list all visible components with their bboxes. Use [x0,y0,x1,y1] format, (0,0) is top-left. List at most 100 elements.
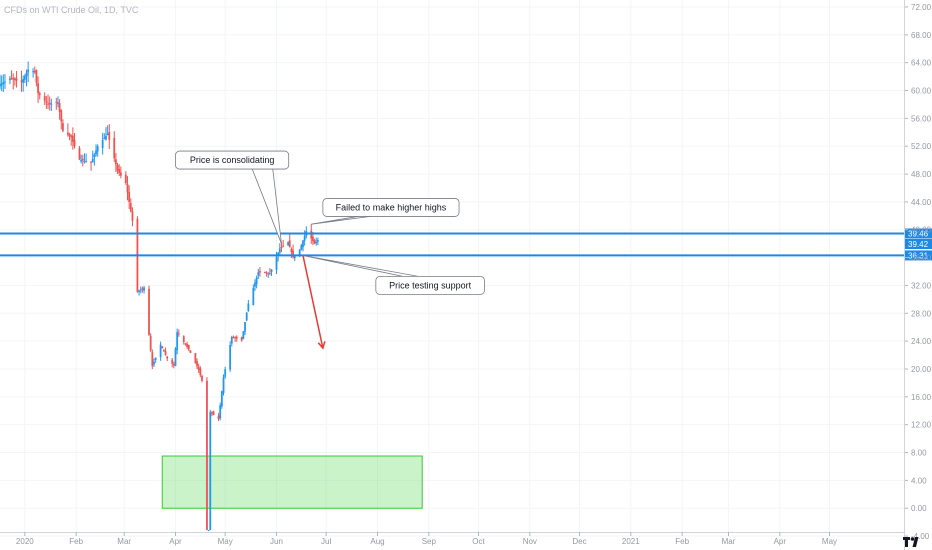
candle-body [22,79,25,83]
candle-body [151,352,154,367]
candle-body [50,103,53,105]
candle-body [176,332,179,350]
candle-body [234,337,237,339]
candle-body [118,168,121,174]
candle-body [240,337,243,341]
candle-body [199,368,202,376]
candle-body [255,277,258,285]
candle-body [275,256,278,270]
candle-body [177,333,180,335]
x-tick-label: Jul [321,537,331,546]
candle-body [224,369,227,377]
y-tick-label: 16.00 [911,393,932,402]
candle-body [245,312,248,321]
candle-body [280,247,283,249]
candle-body [270,269,273,272]
tradingview-logo [903,537,919,547]
candle-body [166,356,169,359]
candle-body [58,103,61,112]
candle-body [313,239,316,244]
y-tick-label: 68.00 [911,31,932,40]
candle-body [171,359,174,364]
candle-body [194,353,197,363]
candle-body [222,377,225,393]
candle-body [254,282,256,287]
callout-0[interactable]: Price is consolidating [175,150,290,244]
x-tick-label: May [218,537,233,546]
candle-body [153,361,155,365]
y-tick-label: 20.00 [911,365,932,374]
price-badge-label: 39.46 [908,230,929,239]
y-tick-label: 72.00 [911,3,932,12]
candle-body [290,248,293,253]
forecast-arrow-shaft [302,255,324,349]
y-tick-label: 56.00 [911,114,932,123]
y-tick-label: 40.00 [911,226,932,235]
callout-2[interactable]: Price testing support [302,255,485,295]
candle-body [139,289,142,291]
candle-body [129,203,132,212]
candle-body [38,93,41,96]
candle-body [33,71,36,73]
candle-body [114,159,117,165]
candle-body [277,252,280,256]
candle-body [149,335,152,351]
chart-title: CFDs on WTI Crude Oil, 1D, TVC [4,5,139,15]
x-tick-label: May [822,537,837,546]
candle-body [207,530,210,531]
candle-body [62,123,64,131]
candle-body [197,366,200,370]
candle-body [14,78,16,81]
candle-body [66,132,69,135]
callout-annotations[interactable]: Price is consolidating Failed to make hig… [175,150,485,295]
candle-body [108,132,111,140]
candle-body [292,250,294,257]
candle-body [259,271,261,273]
candle-body [12,78,15,80]
support-zone [161,455,423,509]
x-tick-label: Oct [472,537,485,546]
x-tick-label: Feb [69,537,83,546]
candle-body [96,146,99,152]
candle-body [32,71,35,73]
candle-body [90,161,92,163]
y-tick-label: 32.00 [911,281,932,290]
price-badge-label: 39.42 [908,240,929,249]
price-badge [905,228,932,239]
y-tick-label: 52.00 [911,142,932,151]
candle-body [20,80,23,83]
candle-body [119,172,122,176]
x-tick-label: 2020 [16,537,34,546]
candle-body [101,139,104,149]
support-zone-box [161,455,423,509]
candle-body [73,139,76,147]
candle-body [264,272,266,274]
candle-body [47,103,49,105]
candle-body [4,81,6,83]
y-tick-label: 60.00 [911,87,932,96]
candle-body [187,344,190,350]
callout-text: Failed to make higher highs [336,202,447,212]
y-tick-label: 44.00 [911,198,932,207]
candle-body [211,412,213,414]
x-tick-label: Aug [370,537,384,546]
x-tick-label: Sep [422,537,437,546]
candle-body [159,344,162,358]
candle-body [315,241,318,243]
callout-text: Price testing support [389,280,472,290]
candle-body [93,154,96,158]
candle-body [212,411,215,415]
candle-body [265,272,268,274]
candle-body [106,133,109,135]
candle-series [0,61,319,531]
callout-1[interactable]: Failed to make higher highs [311,198,460,225]
candle-body [131,211,134,221]
time-axis[interactable]: 2020 Feb Mar Apr May Jun Jul Aug Sep Oct Nov Dec 202… [0,532,904,546]
candle-body [209,412,212,530]
price-axis[interactable]: -4.00 0.00 4.00 8.00 12.00 16.00 20.00 24.00 28.… [904,0,932,550]
candle-body [124,174,127,184]
candle-body [302,240,304,248]
candle-body [141,288,144,290]
